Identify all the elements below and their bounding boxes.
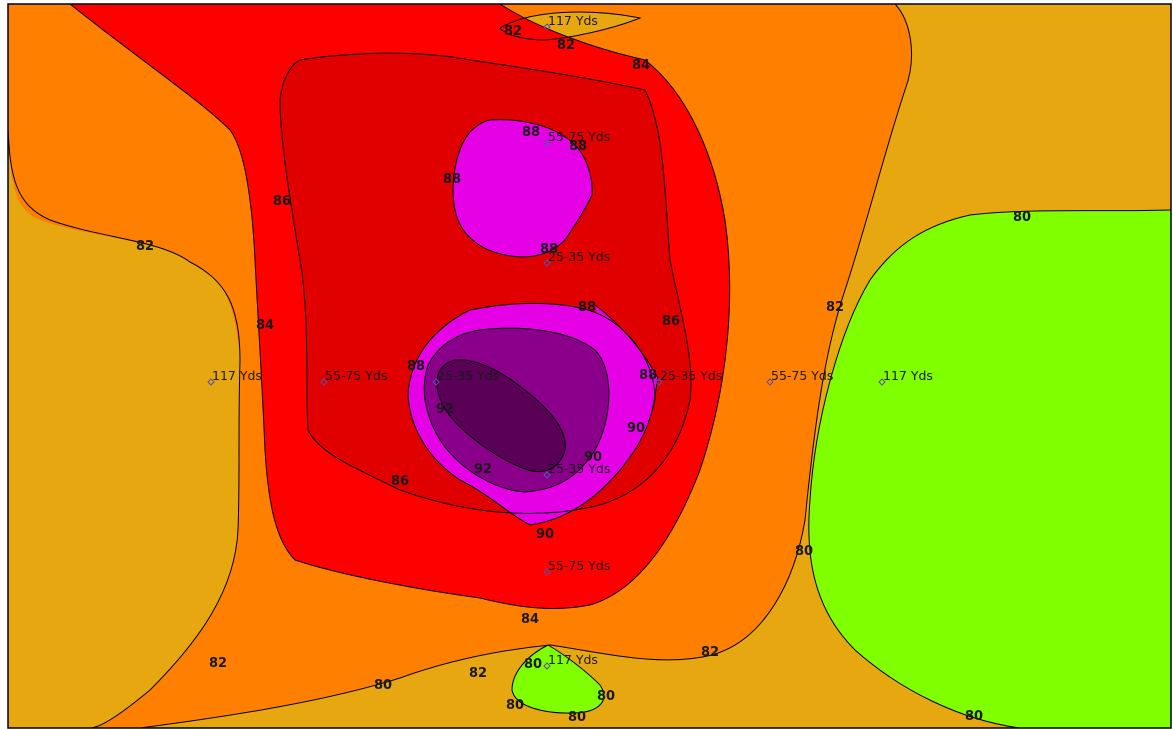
region-90-upper: [453, 119, 593, 257]
contour-label-88: 88: [639, 368, 657, 383]
contour-labels: 82 82 84 86 88 88 88 88 82 84 88 86 88 92 88 90 90 92 86 90…: [136, 24, 1031, 725]
contour-label-88: 88: [540, 242, 558, 257]
station-label: 25-35 Yds: [548, 249, 610, 264]
contour-label-84: 84: [256, 318, 274, 333]
contour-label-88: 88: [578, 300, 596, 315]
station-marker: 25-35 Yds: [543, 249, 610, 267]
contour-label-92: 92: [436, 402, 454, 417]
region-80-bottom: [512, 645, 604, 714]
station-marker: 25-35 Yds: [543, 461, 610, 479]
contour-label-88: 88: [407, 359, 425, 374]
region-90-sliver: [595, 305, 658, 412]
contour-label-84: 84: [632, 58, 650, 73]
contour-label-90: 90: [584, 450, 602, 465]
station-marker: 55-75 Yds: [543, 558, 610, 576]
station-diamond-icon: [207, 378, 215, 386]
stations: 117 Yds 55-75 Yds 25-35 Yds 117 Yds 55-75 Yd…: [207, 13, 933, 670]
station-marker: 25-35 Yds: [432, 368, 499, 386]
station-diamond-icon: [543, 471, 551, 479]
station-label: 25-35 Yds: [437, 368, 499, 383]
contour-label-86: 86: [662, 314, 680, 329]
region-80-right: [808, 210, 1171, 728]
contour-label-80: 80: [568, 710, 586, 725]
station-label: 55-75 Yds: [548, 558, 610, 573]
contour-label-80: 80: [524, 657, 542, 672]
region-84-topleft: [8, 4, 255, 360]
contour-label-86: 86: [273, 194, 291, 209]
station-diamond-icon: [432, 378, 440, 386]
station-diamond-icon: [543, 23, 551, 31]
contour-label-80: 80: [506, 698, 524, 713]
station-label: 117 Yds: [212, 368, 262, 383]
station-marker: 25-35 Yds: [655, 368, 722, 386]
contour-label-88: 88: [569, 139, 587, 154]
station-diamond-icon: [320, 378, 328, 386]
station-marker: 55-75 Yds: [766, 368, 833, 386]
contour-label-88: 88: [522, 125, 540, 140]
station-diamond-icon: [543, 568, 551, 576]
contour-label-80: 80: [965, 709, 983, 724]
contour-label-82: 82: [701, 645, 719, 660]
station-label: 55-75 Yds: [548, 129, 610, 144]
station-label: 25-35 Yds: [660, 368, 722, 383]
station-marker: 55-75 Yds: [320, 368, 387, 386]
map-border: [7, 3, 1172, 729]
contour-label-84: 84: [521, 612, 539, 627]
contour-label-90: 90: [536, 527, 554, 542]
contour-label-82: 82: [469, 666, 487, 681]
contour-label-82: 82: [557, 38, 575, 53]
contour-label-90: 90: [627, 421, 645, 436]
station-marker: 117 Yds: [207, 368, 262, 386]
station-diamond-icon: [543, 662, 551, 670]
station-diamond-icon: [655, 378, 663, 386]
station-diamond-icon: [878, 378, 886, 386]
contour-label-80: 80: [597, 689, 615, 704]
station-diamond-icon: [543, 139, 551, 147]
station-label: 117 Yds: [883, 368, 933, 383]
contour-label-82: 82: [826, 300, 844, 315]
station-diamond-icon: [543, 259, 551, 267]
contour-label-82: 82: [209, 656, 227, 671]
contour-label-80: 80: [1013, 210, 1031, 225]
station-label: 25-35 Yds: [548, 461, 610, 476]
region-82-left: [8, 128, 240, 728]
contour-label-82: 82: [504, 24, 522, 39]
contour-label-82: 82: [136, 239, 154, 254]
contour-label-88: 88: [443, 172, 461, 187]
station-label: 117 Yds: [548, 652, 598, 667]
contour-label-80: 80: [374, 678, 392, 693]
contour-lines: [7, 3, 1172, 729]
station-marker: 55-75 Yds: [543, 129, 610, 147]
station-label: 55-75 Yds: [325, 368, 387, 383]
station-diamond-icon: [766, 378, 774, 386]
station-label: 117 Yds: [548, 13, 598, 28]
station-marker: 117 Yds: [543, 13, 598, 31]
contour-label-80: 80: [795, 544, 813, 559]
contour-label-86: 86: [391, 474, 409, 489]
station-marker: 117 Yds: [878, 368, 933, 386]
region-94: [436, 359, 566, 472]
station-marker: 117 Yds: [543, 652, 598, 670]
station-label: 55-75 Yds: [771, 368, 833, 383]
contour-label-92: 92: [474, 462, 492, 477]
